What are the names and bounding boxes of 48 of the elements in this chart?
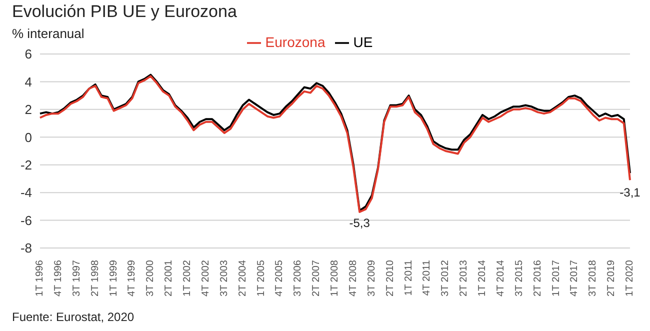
y-tick-label: -2 <box>20 157 32 172</box>
y-tick-label: 6 <box>24 46 32 62</box>
y-tick-label: -6 <box>20 212 32 228</box>
x-tick-label: 4T 2005 <box>274 260 286 297</box>
x-tick-label: 3T 2009 <box>366 260 378 297</box>
x-tick-label: 4T 2017 <box>569 260 580 297</box>
x-tick-label: 2T 2013 <box>458 260 470 297</box>
x-tick-label: 4T 1999 <box>126 260 138 297</box>
x-tick-label: 1T 2005 <box>256 260 267 297</box>
x-tick-label: 3T 1997 <box>71 260 82 297</box>
y-tick-label: -4 <box>20 185 32 200</box>
x-tick-label: 1T 1999 <box>108 260 120 297</box>
legend-label: UE <box>353 34 373 50</box>
legend-label: Eurozona <box>265 34 326 50</box>
x-tick-label: 1T 2008 <box>330 260 340 297</box>
x-tick-label: 4T 2014 <box>495 260 506 297</box>
x-tick-label: 4T 2008 <box>348 260 359 297</box>
x-tick-label: 1T 2017 <box>550 260 562 297</box>
x-tick-label: 3T 2000 <box>145 260 156 297</box>
source-note: Fuente: Eurostat, 2020 <box>12 310 134 324</box>
x-tick-label: 2T 2016 <box>532 260 544 297</box>
x-tick-label: 2T 2004 <box>237 260 248 297</box>
chart-subtitle: % interanual <box>12 26 84 41</box>
x-tick-label: 1T 2002 <box>182 260 193 297</box>
x-tick-label: 4T 2011 <box>422 260 433 296</box>
x-tick-label: 3T 2012 <box>440 260 452 297</box>
x-tick-label: 1T 2014 <box>477 260 488 297</box>
x-tick-label: 3T 2003 <box>218 260 230 297</box>
y-tick-label: -8 <box>20 240 32 256</box>
x-tick-label: 2T 2019 <box>606 260 618 297</box>
chart-title: Evolución PIB UE y Eurozona <box>12 2 237 22</box>
x-tick-label: 4T 2002 <box>200 260 212 297</box>
x-tick-label: 3T 2006 <box>292 260 304 297</box>
x-tick-label: 1T 2020 <box>624 260 636 297</box>
annotation: -5,3 <box>349 216 370 230</box>
x-tick-label: 3T 2015 <box>514 260 525 297</box>
x-tick-label: 3T 2018 <box>588 260 599 297</box>
x-tick-label: 1T 1996 <box>34 260 46 297</box>
x-tick-label: 2T 1998 <box>90 260 101 297</box>
x-tick-label: 2T 2001 <box>164 260 175 297</box>
x-tick-label: 2T 2010 <box>384 260 396 297</box>
y-tick-label: 0 <box>24 130 32 145</box>
annotation: -3,1 <box>620 186 641 200</box>
x-tick-label: 1T 2011 <box>403 260 414 296</box>
x-tick-label: 2T 2007 <box>311 260 322 297</box>
y-tick-label: 4 <box>24 74 32 90</box>
y-tick-label: 2 <box>24 102 32 118</box>
x-tick-label: 4T 1996 <box>52 260 64 297</box>
